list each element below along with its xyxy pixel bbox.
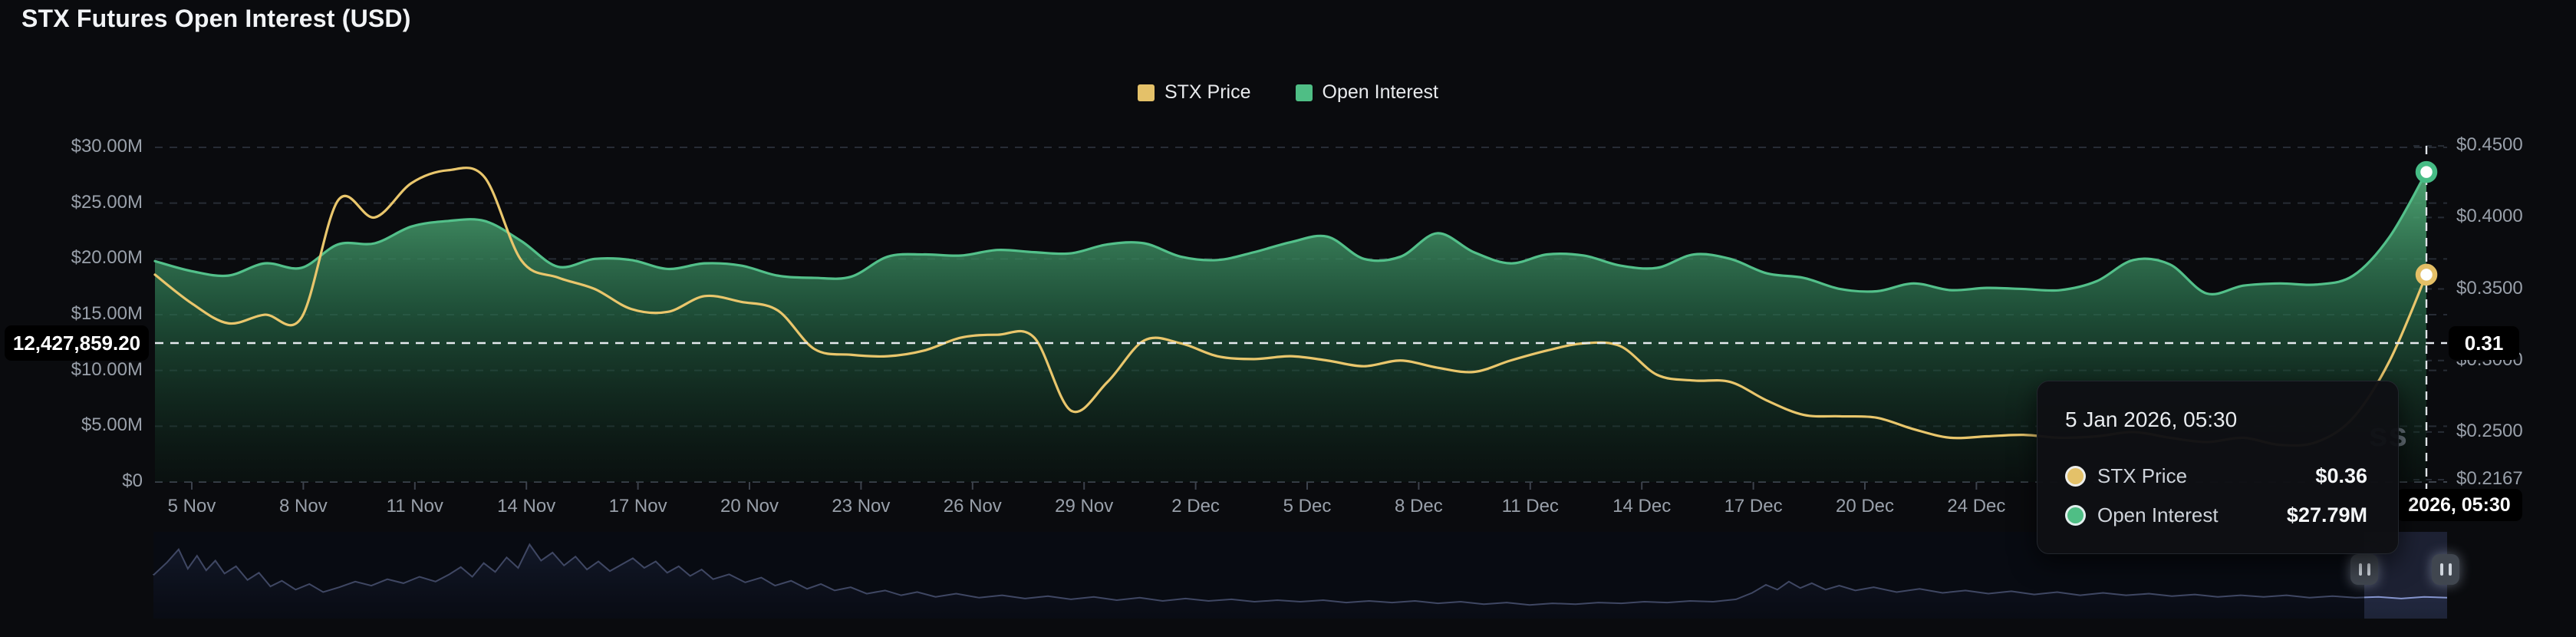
x-axis-label: 8 Dec bbox=[1395, 496, 1443, 517]
legend-label: STX Price bbox=[1164, 81, 1251, 103]
left-axis-label: $5.00M bbox=[81, 414, 143, 436]
x-axis-label: 5 Nov bbox=[167, 496, 216, 517]
navigator-handle-left[interactable] bbox=[2350, 554, 2378, 585]
right-axis-label: $0.3500 bbox=[2456, 277, 2523, 299]
x-axis-label: 14 Nov bbox=[497, 496, 556, 517]
crosshair-date-chip: 2026, 05:30 bbox=[2396, 489, 2522, 521]
right-axis-label: $0.4000 bbox=[2456, 206, 2523, 227]
drag-handle-icon bbox=[2439, 563, 2443, 576]
chart-legend: STX Price Open Interest bbox=[0, 81, 2576, 104]
navigator-dim-mask bbox=[153, 532, 2364, 619]
legend-label: Open Interest bbox=[1322, 81, 1438, 103]
open-interest-swatch-icon bbox=[1295, 84, 1313, 101]
x-axis-label: 26 Nov bbox=[943, 496, 1002, 517]
x-axis-label: 17 Dec bbox=[1724, 496, 1783, 517]
tooltip-row-open-interest: Open Interest $27.79M bbox=[2065, 503, 2367, 527]
x-axis-label: 8 Nov bbox=[279, 496, 328, 517]
open-interest-dot-icon bbox=[2065, 505, 2086, 526]
left-axis-label: $30.00M bbox=[71, 136, 143, 157]
drag-handle-icon bbox=[2367, 563, 2370, 576]
right-axis-label: $0.2167 bbox=[2456, 468, 2523, 489]
crosshair-left-value-chip: 12,427,859.20 bbox=[5, 325, 149, 361]
crosshair-right-value-chip: 0.31 bbox=[2449, 326, 2519, 360]
left-axis-label: $25.00M bbox=[71, 191, 143, 213]
page-title: STX Futures Open Interest (USD) bbox=[21, 5, 411, 32]
drag-handle-icon bbox=[2448, 563, 2452, 576]
navigator-handle-right[interactable] bbox=[2432, 554, 2459, 585]
open-interest-area bbox=[155, 172, 2426, 482]
x-axis-label: 14 Dec bbox=[1612, 496, 1672, 517]
left-axis-label: $15.00M bbox=[71, 303, 143, 324]
x-axis-label: 11 Dec bbox=[1501, 496, 1559, 517]
x-axis-label: 11 Nov bbox=[386, 496, 443, 517]
stx-price-marker bbox=[2415, 263, 2438, 286]
drag-handle-icon bbox=[2358, 563, 2362, 576]
left-axis-label: $20.00M bbox=[71, 247, 143, 269]
legend-item-open-interest[interactable]: Open Interest bbox=[1295, 81, 1438, 104]
x-axis-label: 23 Nov bbox=[832, 496, 891, 517]
x-axis-label: 2 Dec bbox=[1171, 496, 1220, 517]
tooltip-row-stx-price: STX Price $0.36 bbox=[2065, 464, 2367, 488]
x-axis-label: 17 Nov bbox=[608, 496, 667, 517]
x-axis-label: 20 Nov bbox=[720, 496, 779, 517]
x-axis-label: 5 Dec bbox=[1283, 496, 1332, 517]
tooltip-date: 5 Jan 2026, 05:30 bbox=[2065, 408, 2238, 431]
right-axis-label: $0.2500 bbox=[2456, 420, 2523, 441]
open-interest-marker bbox=[2415, 160, 2438, 183]
right-axis-label: $0.4500 bbox=[2456, 134, 2523, 156]
chart-tooltip: 5 Jan 2026, 05:30 STX Price $0.36 Open I… bbox=[2037, 381, 2399, 554]
open-interest-line bbox=[153, 170, 2428, 295]
stx-price-swatch-icon bbox=[1137, 84, 1155, 101]
left-axis-label: $10.00M bbox=[71, 358, 143, 380]
x-axis-label: 24 Dec bbox=[1947, 496, 2006, 517]
x-axis-label: 20 Dec bbox=[1835, 496, 1895, 517]
left-axis-label: $0 bbox=[122, 470, 143, 491]
x-axis-label: 29 Nov bbox=[1055, 496, 1114, 517]
stx-price-dot-icon bbox=[2065, 466, 2086, 487]
legend-item-stx-price[interactable]: STX Price bbox=[1137, 81, 1251, 104]
